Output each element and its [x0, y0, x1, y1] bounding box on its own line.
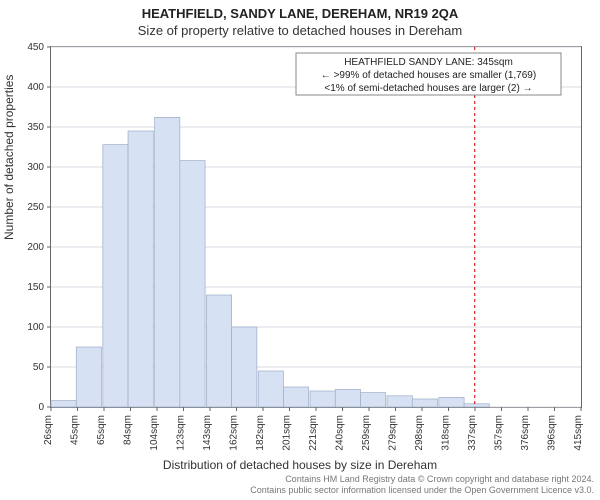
xtick-label: 298sqm — [414, 415, 425, 451]
xtick-label: 26sqm — [43, 415, 54, 445]
xtick-label: 396sqm — [547, 415, 558, 451]
histogram-bar — [180, 161, 205, 407]
annotation-line3: <1% of semi-detached houses are larger (… — [324, 83, 532, 94]
footer-line-1: Contains HM Land Registry data © Crown c… — [285, 474, 594, 484]
xtick-label: 182sqm — [255, 415, 266, 451]
histogram-bar — [232, 327, 257, 407]
xtick-label: 104sqm — [149, 415, 160, 451]
annotation-line1: HEATHFIELD SANDY LANE: 345sqm — [344, 57, 513, 68]
ytick-label: 300 — [27, 162, 44, 173]
histogram-bar — [412, 399, 437, 407]
attribution-footer: Contains HM Land Registry data © Crown c… — [0, 474, 594, 496]
xtick-label: 240sqm — [335, 415, 346, 451]
ytick-label: 0 — [38, 402, 44, 413]
xtick-label: 337sqm — [467, 415, 478, 451]
histogram-bar — [206, 295, 231, 407]
histogram-svg: HEATHFIELD SANDY LANE: 345sqm ← >99% of d… — [51, 47, 581, 407]
footer-line-2: Contains public sector information licen… — [250, 485, 594, 495]
histogram-bar — [439, 397, 464, 407]
histogram-bar — [76, 347, 101, 407]
annotation-line2: ← >99% of detached houses are smaller (1… — [321, 70, 536, 81]
xtick-label: 415sqm — [573, 415, 584, 451]
xtick-label: 318sqm — [441, 415, 452, 451]
xtick-label: 259sqm — [361, 415, 372, 451]
chart-title: HEATHFIELD, SANDY LANE, DEREHAM, NR19 2Q… — [0, 0, 600, 21]
xtick-label: 84sqm — [123, 415, 134, 445]
ytick-label: 400 — [27, 82, 44, 93]
histogram-bar — [464, 404, 489, 407]
xtick-label: 357sqm — [494, 415, 505, 451]
xtick-label: 143sqm — [202, 415, 213, 451]
histogram-bar — [258, 371, 283, 407]
histogram-bar — [310, 391, 335, 407]
ytick-label: 450 — [27, 42, 44, 53]
histogram-bar — [128, 131, 153, 407]
histogram-bar — [283, 387, 308, 407]
xtick-label: 45sqm — [70, 415, 81, 445]
xtick-label: 201sqm — [282, 415, 293, 451]
xtick-label: 162sqm — [229, 415, 240, 451]
chart-subtitle: Size of property relative to detached ho… — [0, 21, 600, 38]
histogram-bar — [387, 396, 412, 407]
histogram-bar — [51, 401, 76, 407]
plot-area: HEATHFIELD SANDY LANE: 345sqm ← >99% of d… — [50, 46, 582, 408]
ytick-label: 250 — [27, 202, 44, 213]
xtick-label: 279sqm — [388, 415, 399, 451]
xtick-label: 123sqm — [176, 415, 187, 451]
histogram-bar — [360, 393, 385, 407]
ytick-label: 50 — [33, 362, 45, 373]
histogram-bar — [335, 389, 360, 407]
histogram-bar — [155, 117, 180, 407]
histogram-bar — [103, 145, 128, 407]
x-axis-label: Distribution of detached houses by size … — [0, 458, 600, 472]
xtick-label: 221sqm — [308, 415, 319, 451]
ytick-label: 150 — [27, 282, 44, 293]
ytick-label: 200 — [27, 242, 44, 253]
xtick-label: 376sqm — [520, 415, 531, 451]
ytick-label: 100 — [27, 322, 44, 333]
xtick-label: 65sqm — [96, 415, 107, 445]
y-axis-label: Number of detached properties — [2, 75, 16, 240]
ytick-label: 350 — [27, 122, 44, 133]
